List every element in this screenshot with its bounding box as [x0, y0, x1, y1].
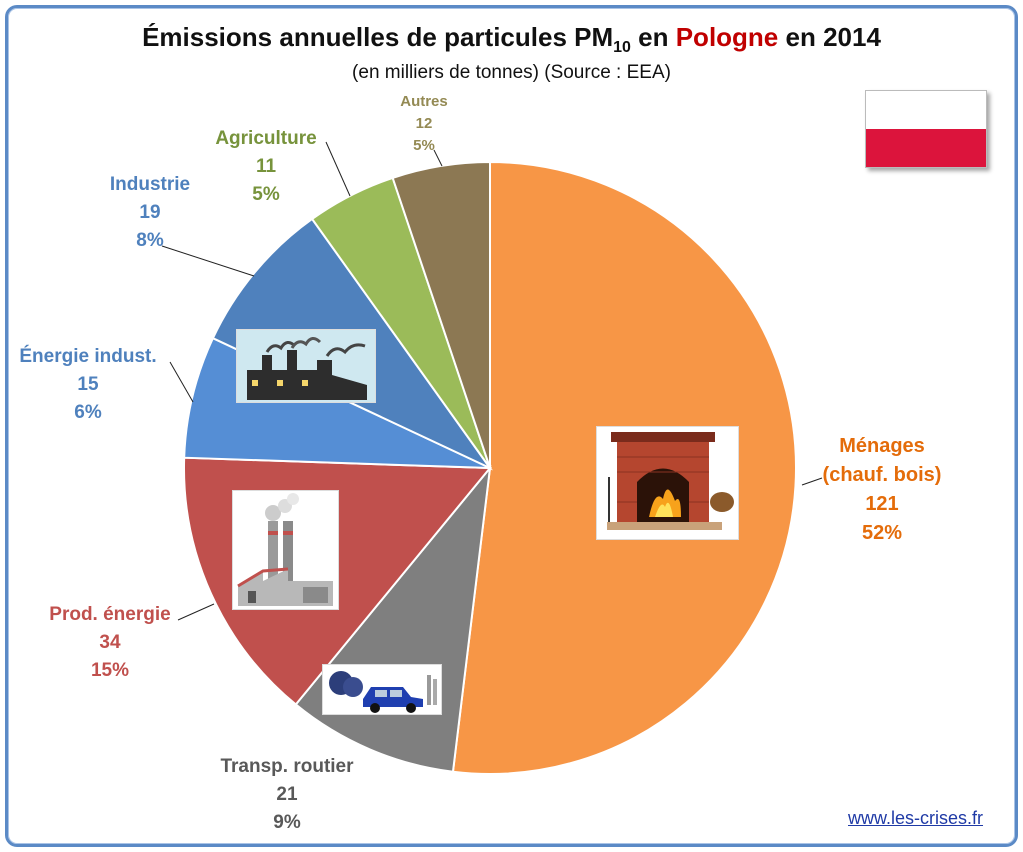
- leader-line: [177, 603, 215, 621]
- slice-label: Ménages: [839, 435, 925, 457]
- poland-flag-icon: [865, 90, 987, 168]
- slice-label: Prod. énergie: [49, 604, 170, 625]
- title-subscript: 10: [613, 39, 631, 57]
- factory-icon: [236, 329, 376, 403]
- slice-percent: 8%: [136, 230, 164, 251]
- leader-line: [325, 141, 351, 197]
- slice-label: Autres: [400, 93, 448, 110]
- chart-subtitle: (en milliers de tonnes) (Source : EEA): [352, 62, 671, 83]
- slice-percent: 5%: [252, 184, 280, 205]
- leader-line: [433, 149, 443, 167]
- slice-label: Transp. routier: [220, 756, 354, 777]
- power-plant-icon: [232, 490, 339, 610]
- leader-line: [161, 245, 255, 277]
- slice-label: Énergie indust.: [19, 345, 156, 367]
- leader-line: [801, 477, 823, 486]
- slice-percent: 15%: [91, 660, 129, 681]
- title-country: Pologne: [675, 22, 779, 52]
- slice-percent: 6%: [74, 402, 102, 423]
- source-link[interactable]: www.les-crises.fr: [848, 808, 984, 828]
- slice-percent: 5%: [413, 137, 435, 154]
- car-exhaust-icon: [322, 664, 442, 715]
- slice-label: Agriculture: [215, 128, 316, 149]
- slice-value: 19: [139, 202, 160, 223]
- slice-value: 21: [276, 784, 298, 805]
- title-text: Émissions annuelles de particules PM: [142, 22, 614, 52]
- pie-slice: [391, 160, 491, 469]
- slice-label: (chauf. bois): [823, 464, 942, 486]
- slice-value: 11: [256, 156, 277, 177]
- slice-value: 12: [416, 115, 433, 132]
- fireplace-icon: [596, 426, 739, 540]
- title-mid: en: [630, 22, 676, 52]
- slice-label: Industrie: [110, 174, 190, 195]
- slice-value: 34: [99, 632, 121, 653]
- leader-line: [169, 361, 194, 403]
- slice-percent: 9%: [273, 812, 301, 833]
- slice-value: 121: [865, 493, 898, 515]
- title-year: en 2014: [778, 22, 881, 52]
- slice-value: 15: [77, 374, 99, 395]
- chart-title: Émissions annuelles de particules PM10 e…: [0, 22, 1023, 57]
- slice-percent: 52%: [862, 522, 902, 544]
